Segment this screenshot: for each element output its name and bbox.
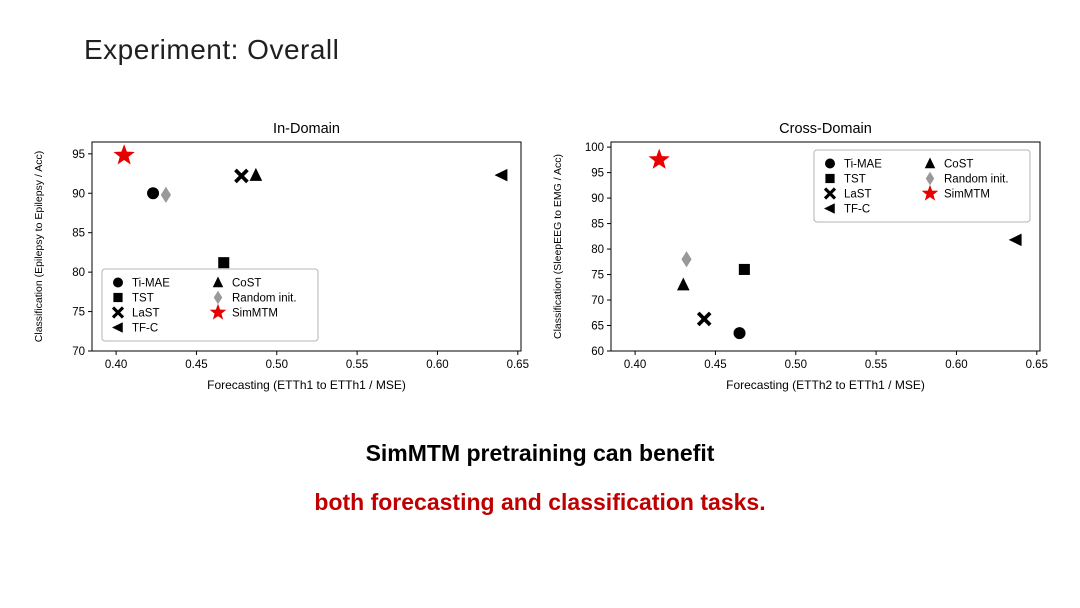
y-tick-label: 60 bbox=[591, 346, 604, 358]
x-tick-label: 0.40 bbox=[105, 359, 127, 371]
point-ti-mae bbox=[733, 327, 746, 340]
x-tick-label: 0.45 bbox=[185, 359, 207, 371]
y-axis-label: Classification (SleepEEG to EMG / Acc) bbox=[552, 154, 564, 339]
point-simmtm bbox=[648, 148, 670, 169]
caption-line-1: SimMTM pretraining can benefit bbox=[365, 440, 715, 466]
x-tick-label: 0.50 bbox=[785, 359, 807, 371]
y-tick-label: 80 bbox=[591, 244, 604, 256]
legend-marker-tst bbox=[825, 173, 835, 184]
x-tick-label: 0.55 bbox=[865, 359, 887, 371]
point-tst bbox=[738, 263, 750, 275]
legend-label-tst: TST bbox=[132, 293, 154, 305]
y-tick-label: 80 bbox=[72, 267, 85, 279]
point-ti-mae bbox=[147, 187, 160, 200]
legend-marker-tf-c bbox=[824, 203, 835, 214]
y-tick-label: 65 bbox=[591, 321, 604, 333]
y-tick-label: 85 bbox=[591, 219, 604, 231]
legend-marker-random-init bbox=[213, 290, 223, 305]
point-tst bbox=[218, 257, 230, 269]
legend-marker-last bbox=[823, 187, 837, 200]
page-title: Experiment: Overall bbox=[84, 34, 340, 65]
legend-label-cost: CoST bbox=[944, 159, 973, 171]
charts-row: 0.40 0.45 0.50 0.55 0.60 0.65 70 75 80 85 90 95 In-D… bbox=[28, 116, 1052, 411]
legend-box bbox=[813, 149, 1031, 223]
legend-label-last: LaST bbox=[844, 189, 872, 201]
legend-label-simmtm: SimMTM bbox=[232, 308, 278, 320]
point-simmtm bbox=[113, 144, 135, 165]
legend-marker-cost bbox=[924, 157, 936, 169]
legend-marker-tst bbox=[113, 292, 123, 303]
legend-marker-tf-c bbox=[112, 322, 123, 333]
caption-line-2: both forecasting and classification task… bbox=[314, 489, 766, 515]
legend-label-ti-mae: Ti-MAE bbox=[132, 278, 170, 290]
legend-label-ti-mae: Ti-MAE bbox=[844, 159, 882, 171]
x-tick-label: 0.60 bbox=[426, 359, 448, 371]
x-tick-label: 0.65 bbox=[507, 359, 529, 371]
x-tick-label: 0.45 bbox=[704, 359, 726, 371]
cross-domain-chart: 0.40 0.45 0.50 0.55 0.60 0.65 60 65 70 75 80 85 90 95… bbox=[552, 121, 1048, 392]
y-tick-label: 95 bbox=[72, 149, 85, 161]
legend-marker-ti-mae bbox=[113, 277, 123, 288]
x-tick-label: 0.55 bbox=[346, 359, 368, 371]
y-tick-label: 75 bbox=[72, 307, 85, 319]
y-tick-label: 75 bbox=[591, 270, 604, 282]
y-tick-label: 100 bbox=[585, 142, 604, 154]
y-tick-label: 70 bbox=[591, 295, 604, 307]
y-axis-label: Classification (Epilepsy to Epilepsy / A… bbox=[33, 151, 45, 342]
y-tick-label: 90 bbox=[72, 188, 85, 200]
chart-title: Cross-Domain bbox=[779, 121, 872, 137]
y-tick-label: 95 bbox=[591, 168, 604, 180]
legend-label-cost: CoST bbox=[232, 278, 261, 290]
legend-label-last: LaST bbox=[132, 308, 160, 320]
x-tick-label: 0.40 bbox=[624, 359, 646, 371]
in-domain-chart: 0.40 0.45 0.50 0.55 0.60 0.65 70 75 80 85 90 95 In-D… bbox=[33, 121, 529, 392]
legend-label-tst: TST bbox=[844, 174, 866, 186]
chart-title: In-Domain bbox=[273, 121, 340, 137]
legend-label-tf-c: TF-C bbox=[844, 204, 870, 216]
y-tick-label: 90 bbox=[591, 193, 604, 205]
point-tf-c bbox=[494, 168, 508, 182]
point-tf-c bbox=[1008, 233, 1022, 247]
x-axis-label: Forecasting (ETTh1 to ETTh1 / MSE) bbox=[207, 378, 406, 392]
point-cost bbox=[249, 167, 263, 181]
legend-box bbox=[101, 268, 319, 342]
legend-label-tf-c: TF-C bbox=[132, 323, 158, 335]
legend-marker-last bbox=[111, 306, 125, 319]
legend-marker-random-init bbox=[925, 171, 935, 186]
legend-label-random-init: Random init. bbox=[944, 174, 1009, 186]
legend-marker-cost bbox=[212, 276, 224, 288]
x-tick-label: 0.50 bbox=[266, 359, 288, 371]
x-tick-label: 0.65 bbox=[1026, 359, 1048, 371]
legend-label-simmtm: SimMTM bbox=[944, 189, 990, 201]
legend-marker-simmtm bbox=[921, 184, 939, 201]
point-last bbox=[696, 311, 712, 327]
legend-label-random-init: Random init. bbox=[232, 293, 297, 305]
legend-marker-ti-mae bbox=[825, 158, 835, 169]
point-last bbox=[234, 168, 249, 184]
point-cost bbox=[677, 277, 690, 291]
x-tick-label: 0.60 bbox=[945, 359, 967, 371]
x-axis-label: Forecasting (ETTh2 to ETTh1 / MSE) bbox=[726, 378, 925, 392]
point-random-init bbox=[160, 186, 172, 203]
legend-marker-simmtm bbox=[209, 303, 227, 320]
y-tick-label: 85 bbox=[72, 228, 85, 240]
y-tick-label: 70 bbox=[72, 346, 85, 358]
